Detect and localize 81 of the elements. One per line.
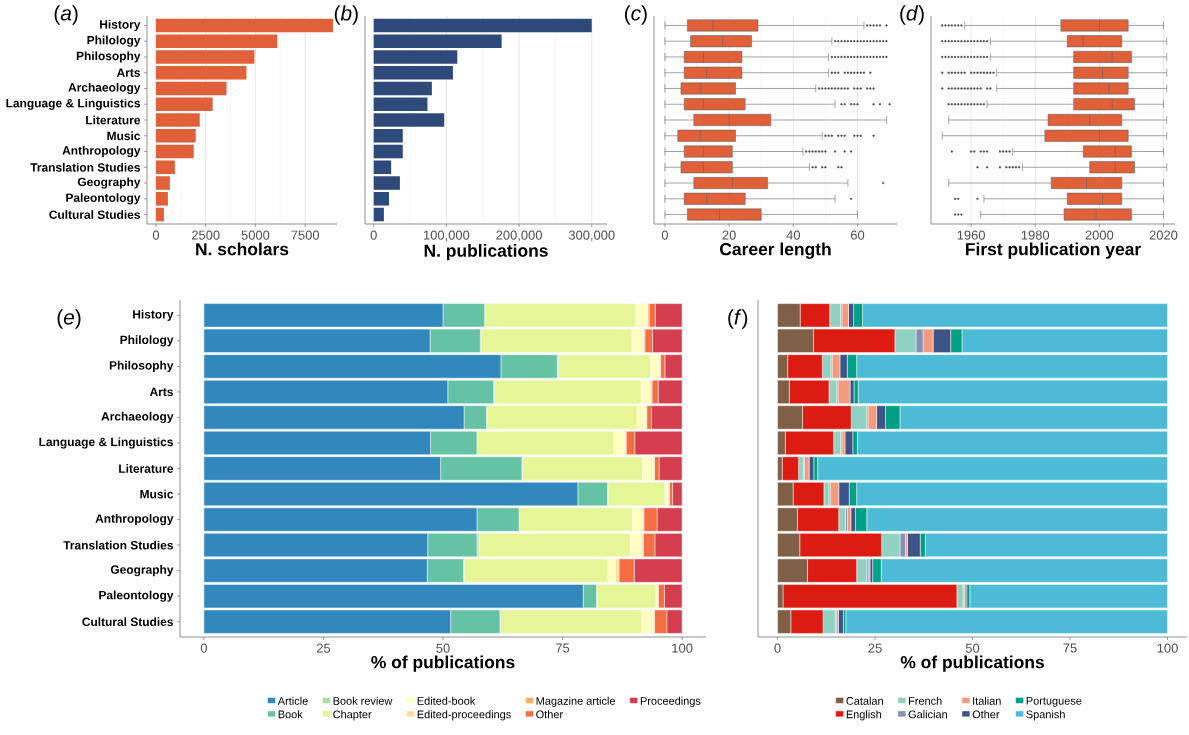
x-tick-label: 2020 xyxy=(1149,230,1178,240)
y-tick-label: Translation Studies xyxy=(30,162,140,172)
x-tick-label: 75 xyxy=(1063,643,1077,653)
x-tick-label: 1960 xyxy=(957,230,985,240)
y-tick-label: Geography xyxy=(110,565,174,577)
x-tick-label: 2000 xyxy=(1085,230,1114,240)
chart-title: (e) xyxy=(57,309,81,329)
x-axis-title: N. publications xyxy=(424,244,548,261)
chart-title: (c) xyxy=(624,5,647,25)
y-tick-label: Anthropology xyxy=(62,145,141,158)
chart-title: (d) xyxy=(900,5,924,25)
legend-label: Italian xyxy=(973,696,1001,705)
chart-title: (f) xyxy=(728,309,748,329)
x-tick-label: 0 xyxy=(370,230,377,240)
legend-label: Book xyxy=(278,710,303,719)
x-tick-label: 300,000 xyxy=(568,230,615,242)
legend-label: Edited-book xyxy=(417,696,476,705)
y-tick-label: Translation Studies xyxy=(63,540,173,550)
y-tick-label: Paleontology xyxy=(99,590,174,602)
legend-label: Other xyxy=(972,710,1000,719)
x-tick-label: 0 xyxy=(661,230,669,240)
y-tick-label: Archaeology xyxy=(101,411,174,424)
chart-title: (b) xyxy=(334,5,358,25)
x-tick-label: 25 xyxy=(316,643,331,653)
y-tick-label: Arts xyxy=(149,387,173,397)
y-tick-label: Anthropology xyxy=(95,513,174,526)
x-axis-title: N. scholars xyxy=(196,242,289,256)
y-tick-label: Cultural Studies xyxy=(82,617,173,627)
y-tick-label: Language & Linguistics xyxy=(39,437,173,449)
y-tick-label: Philology xyxy=(120,335,174,347)
legend-label: French xyxy=(909,696,942,705)
legend-label: English xyxy=(846,710,882,721)
y-tick-label: History xyxy=(100,19,141,32)
y-tick-label: Literature xyxy=(86,115,141,125)
legend-label: Book review xyxy=(333,696,393,705)
y-tick-label: Philosophy xyxy=(109,360,174,372)
x-tick-label: 100 xyxy=(672,643,693,653)
x-tick-label: 0 xyxy=(200,643,208,653)
x-tick-label: 100 xyxy=(1157,643,1178,653)
y-tick-label: Archaeology xyxy=(68,82,141,95)
legend-label: Proceedings xyxy=(640,696,701,707)
x-tick-label: 100,000 xyxy=(423,230,470,242)
x-tick-label: 0 xyxy=(152,230,160,240)
y-tick-label: Paleontology xyxy=(66,193,141,205)
y-tick-label: Cultural Studies xyxy=(49,210,140,219)
x-tick-label: 75 xyxy=(556,643,570,653)
legend-label: Galician xyxy=(908,710,947,719)
x-axis-title: % of publications xyxy=(900,655,1044,672)
y-tick-label: Geography xyxy=(77,177,141,189)
y-tick-label: Language & Linguistics xyxy=(6,98,140,110)
x-tick-label: 200,000 xyxy=(496,230,542,242)
y-tick-label: Literature xyxy=(119,464,174,473)
x-tick-label: 50 xyxy=(436,643,450,653)
x-tick-label: 1980 xyxy=(1021,230,1050,240)
legend-label: Portuguese xyxy=(1026,697,1082,707)
y-tick-label: Music xyxy=(140,489,174,499)
x-tick-label: 40 xyxy=(786,230,801,240)
x-tick-label: 0 xyxy=(774,643,781,653)
legend-label: Other xyxy=(536,710,563,719)
legend-label: Edited-proceedings xyxy=(417,710,511,721)
y-tick-label: History xyxy=(133,309,174,321)
x-axis-title: First publication year xyxy=(966,242,1141,259)
x-tick-label: 5000 xyxy=(241,230,270,240)
legend-label: Magazine article xyxy=(536,696,615,707)
legend-label: Article xyxy=(277,696,308,705)
x-tick-label: 20 xyxy=(722,230,736,240)
x-tick-label: 25 xyxy=(868,643,882,653)
y-tick-label: Philology xyxy=(87,35,141,47)
x-tick-label: 2500 xyxy=(191,230,220,240)
x-tick-label: 7500 xyxy=(291,230,320,240)
x-axis-title: % of publications xyxy=(371,655,515,672)
chart-title: (a) xyxy=(54,5,78,25)
x-tick-label: 50 xyxy=(965,643,980,653)
legend-label: Spanish xyxy=(1026,710,1065,721)
y-tick-label: Philosophy xyxy=(76,51,141,63)
y-tick-label: Music xyxy=(107,131,141,141)
x-axis-title: Career length xyxy=(720,242,831,259)
legend-label: Catalan xyxy=(846,696,883,705)
y-tick-label: Arts xyxy=(116,68,140,77)
x-tick-label: 60 xyxy=(850,230,865,240)
legend-label: Chapter xyxy=(333,710,372,721)
